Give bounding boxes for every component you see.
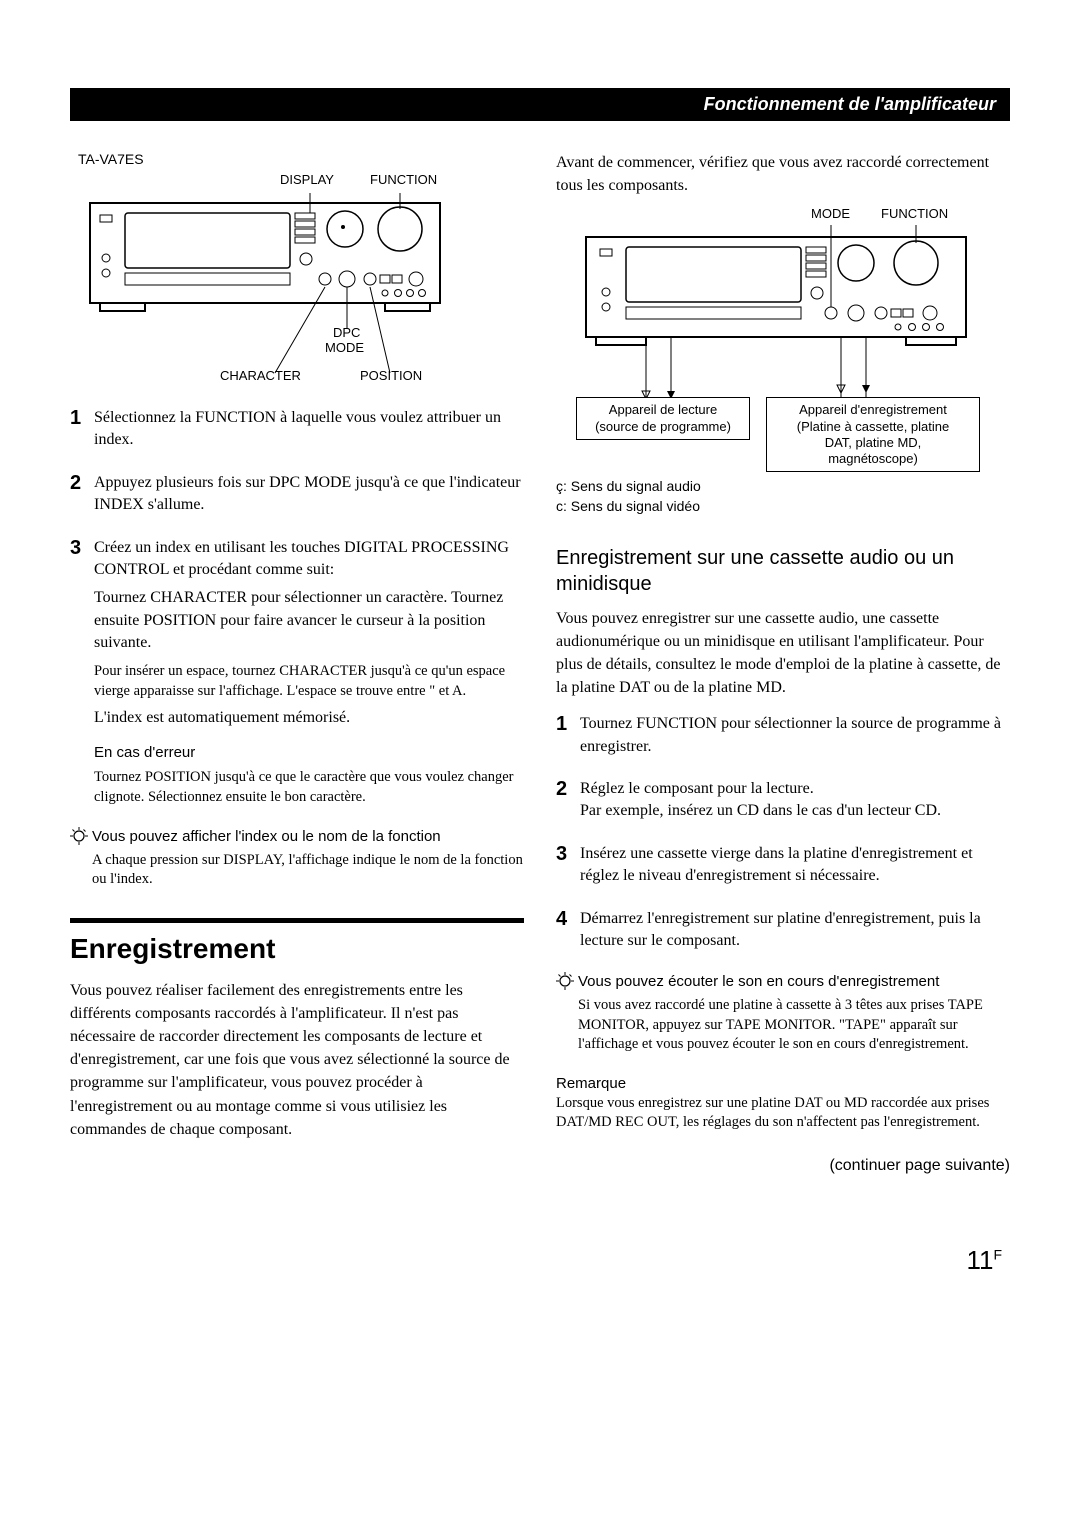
step-number: 1 [556, 713, 580, 758]
header-bar: Fonctionnement de l'amplificateur [70, 88, 1010, 121]
diagram-label-dpc: DPC [333, 326, 360, 340]
continue-note: (continuer page suivante) [556, 1157, 1010, 1175]
right-intro: Avant de commencer, vérifiez que vous av… [556, 151, 1010, 197]
step-body: Insérez une cassette vierge dans la plat… [580, 843, 1010, 888]
page-number-sup: F [993, 1246, 1002, 1262]
left-column: TA-VA7ES [70, 151, 524, 1175]
two-column-layout: TA-VA7ES [70, 151, 1010, 1175]
diagram-right: MODE FUNCTION Appareil de lecture(source… [556, 207, 1010, 467]
amplifier-diagram-1 [70, 173, 490, 393]
diagram-label-position: POSITION [360, 369, 422, 383]
step-2: 2 Appuyez plusieurs fois sur DPC MODE ju… [70, 472, 524, 517]
error-text: Tournez POSITION jusqu'à ce que le carac… [94, 767, 524, 808]
section2-body: Vous pouvez réaliser facilement des enre… [70, 979, 524, 1141]
signal-video-line: c: Sens du signal vidéo [556, 497, 1010, 517]
step-text: Créez un index en utilisant les touches … [94, 539, 509, 578]
tip-text: Si vous avez raccordé une platine à cass… [578, 996, 1010, 1055]
error-heading: En cas d'erreur [94, 742, 524, 763]
step-3: 3 Créez un index en utilisant les touche… [70, 537, 524, 808]
record-box-text: Appareil d'enregistrement(Platine à cass… [797, 402, 949, 466]
step-body: Appuyez plusieurs fois sur DPC MODE jusq… [94, 472, 524, 517]
playback-box-text: Appareil de lecture(source de programme) [595, 402, 731, 433]
signal-audio-line: ç: Sens du signal audio [556, 477, 1010, 497]
step-1: 1 Sélectionnez la FUNCTION à laquelle vo… [70, 407, 524, 452]
step-number: 3 [556, 843, 580, 888]
step-number: 1 [70, 407, 94, 452]
remark-title: Remarque [556, 1075, 1010, 1092]
step-body: Démarrez l'enregistrement sur platine d'… [580, 908, 1010, 953]
step-body: Réglez le composant pour la lecture. Par… [580, 778, 1010, 823]
page-number-main: 11 [966, 1245, 993, 1275]
diagram-label-mode: MODE [325, 341, 364, 355]
tip-title: Vous pouvez écouter le son en cours d'en… [578, 972, 1010, 992]
right-column: Avant de commencer, vérifiez que vous av… [556, 151, 1010, 1175]
diagram2-label-mode: MODE [811, 207, 850, 221]
header-title: Fonctionnement de l'amplificateur [704, 94, 996, 114]
step-number: 4 [556, 908, 580, 953]
right-tip: Vous pouvez écouter le son en cours d'en… [556, 972, 1010, 1054]
signal-legend: ç: Sens du signal audio c: Sens du signa… [556, 477, 1010, 516]
tip-text: A chaque pression sur DISPLAY, l'afficha… [92, 851, 524, 890]
step-number: 3 [70, 537, 94, 808]
step-body: Sélectionnez la FUNCTION à laquelle vous… [94, 407, 524, 452]
subsection-body: Vous pouvez enregistrer sur une cassette… [556, 607, 1010, 700]
step-text-2: Par exemple, insérez un CD dans le cas d… [580, 800, 1010, 822]
step-last-line: L'index est automatiquement mémorisé. [94, 707, 524, 729]
record-device-box: Appareil d'enregistrement(Platine à cass… [766, 397, 980, 472]
left-steps: 1 Sélectionnez la FUNCTION à laquelle vo… [70, 407, 524, 807]
step-body: Créez un index en utilisant les touches … [94, 537, 524, 808]
section-title-enregistrement: Enregistrement [70, 933, 524, 965]
tip-title: Vous pouvez afficher l'index ou le nom d… [92, 827, 524, 847]
diagram-label-character: CHARACTER [220, 369, 301, 383]
diagram-label-function: FUNCTION [370, 173, 437, 187]
diagram-label-display: DISPLAY [280, 173, 334, 187]
left-tip: Vous pouvez afficher l'index ou le nom d… [70, 827, 524, 890]
step-text: Réglez le composant pour la lecture. [580, 780, 814, 797]
model-label: TA-VA7ES [78, 151, 524, 167]
page-root: Fonctionnement de l'amplificateur TA-VA7… [0, 0, 1080, 1316]
lightbulb-icon [556, 972, 578, 1054]
diagram-left: DISPLAY FUNCTION DPC MODE CHARACTER POSI… [70, 173, 524, 393]
playback-device-box: Appareil de lecture(source de programme) [576, 397, 750, 440]
step-number: 2 [556, 778, 580, 823]
right-steps: 1 Tournez FUNCTION pour sélectionner la … [556, 713, 1010, 952]
step-r1: 1 Tournez FUNCTION pour sélectionner la … [556, 713, 1010, 758]
page-number: 11F [70, 1245, 1002, 1276]
subsection-title: Enregistrement sur une cassette audio ou… [556, 545, 1010, 597]
step-text-2: Tournez CHARACTER pour sélectionner un c… [94, 587, 524, 654]
section-divider [70, 918, 524, 923]
tip-body: Vous pouvez afficher l'index ou le nom d… [92, 827, 524, 890]
tip-body: Vous pouvez écouter le son en cours d'en… [578, 972, 1010, 1054]
step-number: 2 [70, 472, 94, 517]
step-r4: 4 Démarrez l'enregistrement sur platine … [556, 908, 1010, 953]
remark-text: Lorsque vous enregistrez sur une platine… [556, 1094, 1010, 1133]
step-r2: 2 Réglez le composant pour la lecture. P… [556, 778, 1010, 823]
step-sub-text: Pour insérer un espace, tournez CHARACTE… [94, 661, 524, 702]
diagram2-label-function: FUNCTION [881, 207, 948, 221]
step-body: Tournez FUNCTION pour sélectionner la so… [580, 713, 1010, 758]
step-r3: 3 Insérez une cassette vierge dans la pl… [556, 843, 1010, 888]
lightbulb-icon [70, 827, 92, 890]
